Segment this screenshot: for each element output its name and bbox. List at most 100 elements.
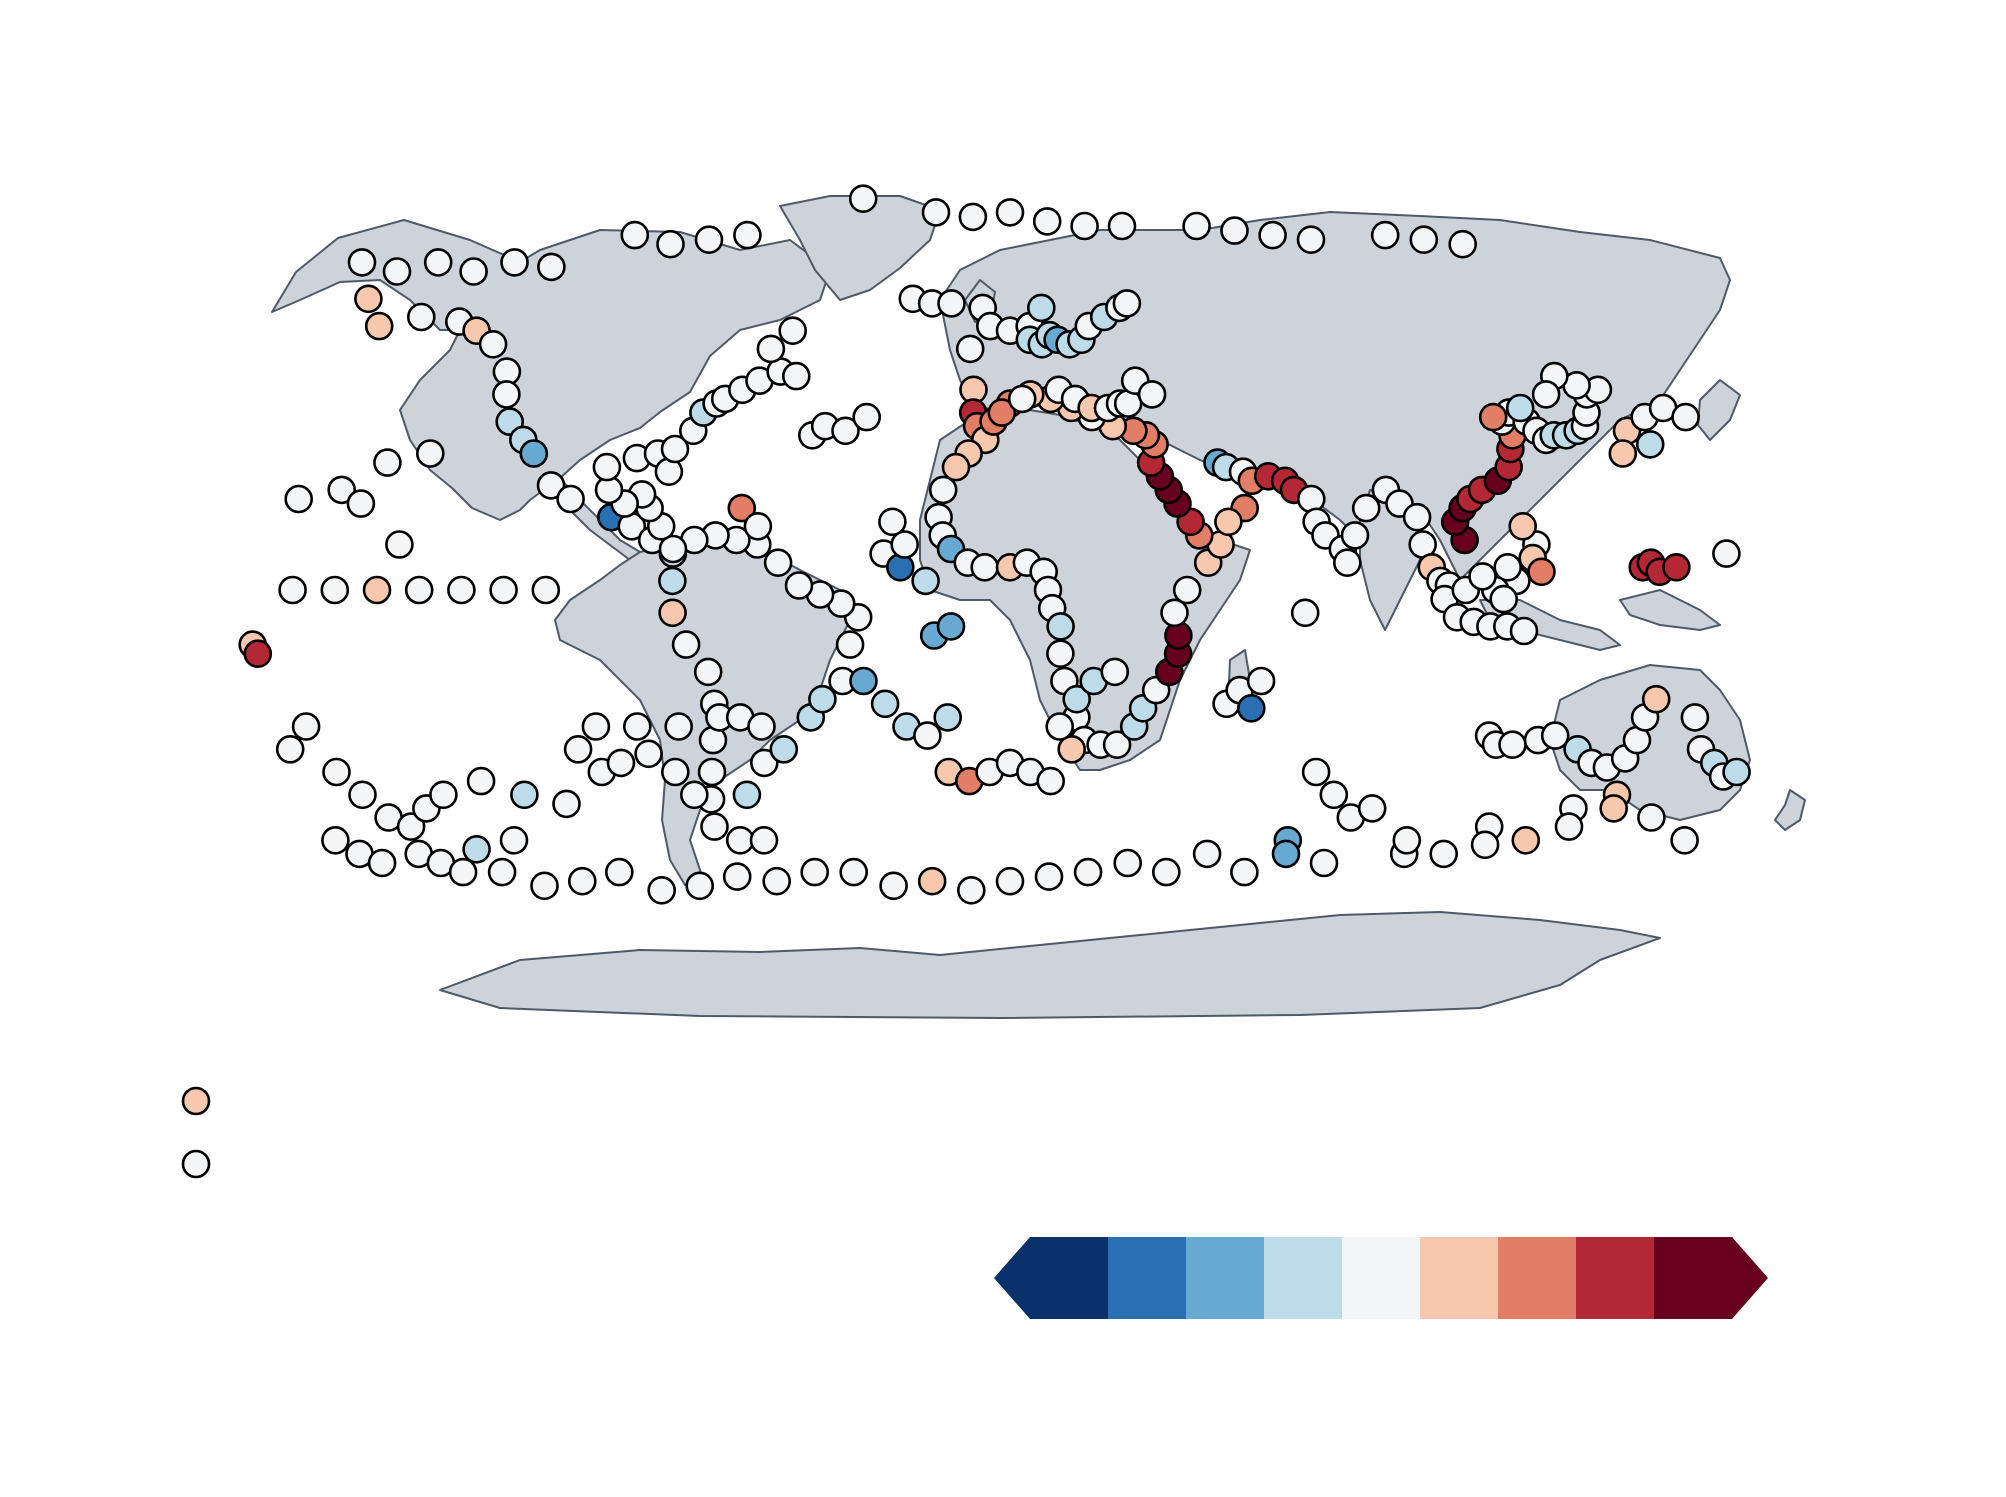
station-point	[917, 866, 947, 896]
station-point	[1531, 380, 1561, 409]
station-point	[1034, 862, 1064, 891]
station-point	[970, 552, 1000, 582]
station-point	[697, 757, 727, 787]
station-point	[406, 302, 436, 332]
station-point	[781, 361, 811, 391]
station-point	[563, 734, 593, 764]
station-point	[921, 198, 951, 227]
station-point	[1032, 207, 1062, 236]
station-point	[727, 493, 757, 523]
station-point	[647, 875, 677, 905]
station-point	[831, 416, 860, 446]
station-point	[1230, 857, 1259, 887]
station-point	[1333, 548, 1362, 578]
station-point	[1637, 803, 1666, 832]
station-point	[404, 575, 434, 605]
new-zealand	[1774, 789, 1806, 831]
station-point	[634, 739, 663, 769]
station-point	[1113, 848, 1142, 878]
station-point	[364, 311, 394, 341]
station-point	[620, 220, 650, 250]
station-point	[1112, 289, 1142, 318]
station-point	[1505, 393, 1535, 423]
station-point	[941, 452, 971, 482]
station-point	[1429, 839, 1458, 869]
station-point	[275, 734, 305, 764]
station-point	[321, 825, 350, 855]
station-point	[492, 380, 521, 409]
station-point	[1527, 557, 1556, 587]
station-point	[658, 534, 688, 564]
station-point	[243, 639, 273, 669]
station-point	[762, 866, 792, 896]
colorbar-bin	[1030, 1237, 1109, 1319]
station-point	[1046, 612, 1075, 641]
station-point	[1237, 693, 1266, 723]
station-point	[656, 229, 685, 259]
station-point	[1712, 539, 1741, 568]
station-point	[1680, 703, 1710, 732]
colorbar-bin	[1576, 1237, 1655, 1319]
station-point	[462, 834, 491, 864]
station-point	[808, 684, 837, 714]
station-point	[1340, 521, 1370, 550]
station-point	[1670, 825, 1699, 855]
station-point	[1409, 225, 1439, 254]
station-point	[769, 734, 799, 764]
station-point	[1007, 384, 1037, 414]
station-point	[1478, 402, 1508, 432]
station-point	[1489, 584, 1518, 614]
station-point	[322, 757, 351, 787]
station-point	[870, 689, 900, 719]
station-point	[348, 780, 377, 810]
station-point	[1402, 502, 1432, 532]
station-point	[1258, 220, 1287, 250]
station-point	[1102, 730, 1132, 760]
station-point	[500, 248, 529, 277]
station-point	[382, 257, 412, 286]
station-point	[1554, 812, 1584, 841]
station-point	[459, 257, 488, 286]
station-point	[489, 575, 518, 605]
station-point	[1662, 552, 1691, 582]
station-point	[1062, 684, 1091, 714]
station-point	[478, 329, 508, 359]
station-point	[1509, 616, 1539, 646]
colorbar-bin	[1186, 1237, 1265, 1319]
station-point	[937, 289, 966, 318]
station-point	[693, 657, 723, 687]
station-point	[890, 530, 920, 559]
station-point	[1220, 216, 1249, 245]
station-point	[1296, 225, 1326, 254]
station-point	[658, 598, 687, 628]
station-point	[320, 575, 350, 605]
station-point	[1027, 293, 1056, 323]
station-point	[487, 857, 517, 887]
station-point	[733, 220, 762, 250]
antarctica	[439, 911, 1661, 1019]
station-point	[347, 248, 377, 277]
station-point	[732, 780, 762, 810]
station-point	[1172, 575, 1202, 605]
station-point	[396, 812, 426, 841]
station-point	[933, 703, 963, 732]
station-point	[913, 721, 942, 750]
station-point	[466, 766, 496, 796]
station-point	[849, 666, 878, 696]
station-point	[747, 712, 776, 741]
station-point	[1107, 211, 1137, 241]
station-point	[1508, 511, 1537, 541]
station-point	[839, 857, 869, 887]
station-point	[1214, 507, 1243, 537]
station-point	[1448, 229, 1477, 259]
station-point	[367, 848, 397, 878]
japan	[1697, 379, 1741, 441]
station-point	[1641, 684, 1671, 714]
north-america	[271, 219, 831, 521]
colorbar-bin	[1498, 1237, 1577, 1319]
station-point	[664, 712, 694, 741]
station-point	[1290, 598, 1320, 628]
station-point	[536, 471, 566, 500]
station-point	[885, 552, 915, 582]
